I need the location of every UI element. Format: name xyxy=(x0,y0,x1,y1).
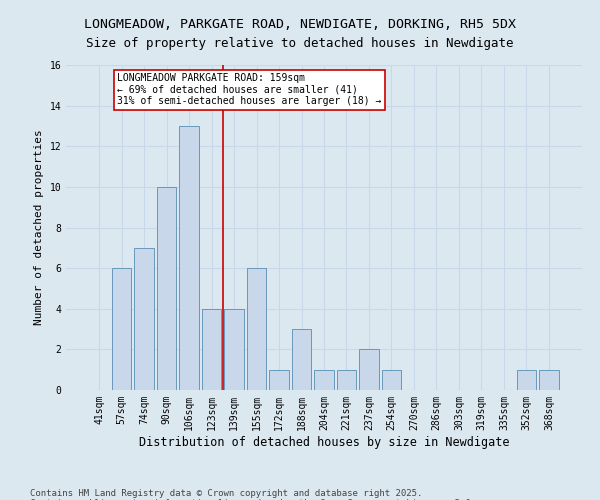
X-axis label: Distribution of detached houses by size in Newdigate: Distribution of detached houses by size … xyxy=(139,436,509,448)
Bar xyxy=(269,370,289,390)
Bar xyxy=(539,370,559,390)
Bar xyxy=(179,126,199,390)
Text: Contains public sector information licensed under the Open Government Licence v3: Contains public sector information licen… xyxy=(30,498,476,500)
Y-axis label: Number of detached properties: Number of detached properties xyxy=(34,130,44,326)
Text: LONGMEADOW, PARKGATE ROAD, NEWDIGATE, DORKING, RH5 5DX: LONGMEADOW, PARKGATE ROAD, NEWDIGATE, DO… xyxy=(84,18,516,30)
Text: Size of property relative to detached houses in Newdigate: Size of property relative to detached ho… xyxy=(86,38,514,51)
Bar xyxy=(112,268,131,390)
Bar xyxy=(359,350,379,390)
Bar xyxy=(134,248,154,390)
Bar xyxy=(517,370,536,390)
Bar xyxy=(224,308,244,390)
Bar xyxy=(314,370,334,390)
Bar xyxy=(292,329,311,390)
Bar xyxy=(157,187,176,390)
Text: LONGMEADOW PARKGATE ROAD: 159sqm
← 69% of detached houses are smaller (41)
31% o: LONGMEADOW PARKGATE ROAD: 159sqm ← 69% o… xyxy=(117,73,382,106)
Text: Contains HM Land Registry data © Crown copyright and database right 2025.: Contains HM Land Registry data © Crown c… xyxy=(30,488,422,498)
Bar xyxy=(247,268,266,390)
Bar xyxy=(382,370,401,390)
Bar xyxy=(202,308,221,390)
Bar xyxy=(337,370,356,390)
